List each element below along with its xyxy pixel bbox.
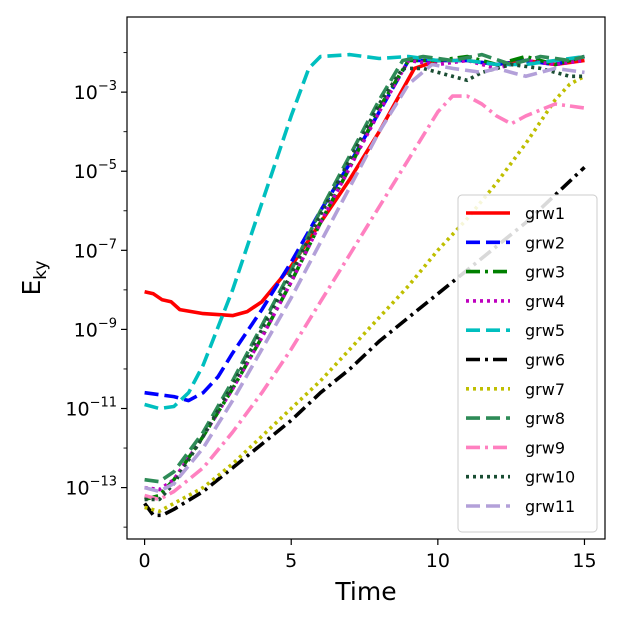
y-axis-label-subscript: ky — [31, 260, 51, 279]
legend-label-grw2: grw2 — [525, 233, 565, 252]
series-line-grw7 — [144, 74, 586, 514]
legend-label-grw8: grw8 — [525, 409, 565, 428]
y-tick-label-exponent: −5 — [98, 158, 117, 173]
y-tick-label-base: 10 — [65, 478, 89, 500]
x-axis-label: Time — [334, 577, 396, 606]
y-tick-label-exponent: −7 — [98, 237, 117, 252]
y-tick-label-base: 10 — [65, 399, 89, 421]
y-tick-label-exponent: −11 — [90, 396, 117, 411]
x-axis-ticks: 0 5 10 15 — [139, 539, 597, 572]
legend-label-grw9: grw9 — [525, 438, 565, 457]
y-tick-label: 10−9 — [74, 316, 117, 341]
y-tick-label: 10−11 — [65, 396, 117, 421]
series-line-grw9 — [144, 94, 585, 502]
legend-label-grw4: grw4 — [525, 292, 565, 311]
y-tick-label-exponent: −13 — [90, 475, 117, 490]
y-tick-label-base: 10 — [74, 82, 98, 104]
legend-label-grw5: grw5 — [525, 321, 565, 340]
series-line-grw11 — [144, 62, 585, 494]
legend-label-grw10: grw10 — [525, 468, 575, 487]
y-axis-label: Eky — [17, 260, 51, 295]
series-line-grw8 — [144, 52, 585, 484]
y-tick-label: 10−7 — [74, 237, 117, 262]
y-tick-label-base: 10 — [74, 240, 98, 262]
x-tick-label: 0 — [139, 550, 151, 572]
x-tick-label: 5 — [285, 550, 297, 572]
x-tick-label: 10 — [426, 550, 450, 572]
series-layer — [143, 52, 586, 518]
series-line-grw5 — [144, 52, 585, 411]
y-tick-label: 10−5 — [74, 158, 117, 183]
y-tick-label-exponent: −9 — [98, 316, 117, 331]
legend-label-grw3: grw3 — [525, 263, 565, 282]
legend-label-grw7: grw7 — [525, 380, 565, 399]
y-tick-label: 10−3 — [74, 79, 117, 104]
x-tick-label: 15 — [572, 550, 596, 572]
legend-label-grw1: grw1 — [525, 204, 565, 223]
series-line-grw10 — [144, 62, 585, 502]
y-tick-label-exponent: −3 — [98, 79, 117, 94]
y-tick-label: 10−13 — [65, 475, 117, 500]
y-axis-label-base: E — [17, 280, 46, 296]
y-tick-label-base: 10 — [74, 161, 98, 183]
y-tick-label-base: 10 — [74, 319, 98, 341]
legend-frame — [457, 194, 598, 533]
legend: grw1 grw2 grw3 grw4 grw5 grw6 grw7 grw8 grw9 grw1… — [457, 194, 598, 533]
legend-label-grw11: grw11 — [525, 497, 575, 516]
legend-label-grw6: grw6 — [525, 351, 565, 370]
